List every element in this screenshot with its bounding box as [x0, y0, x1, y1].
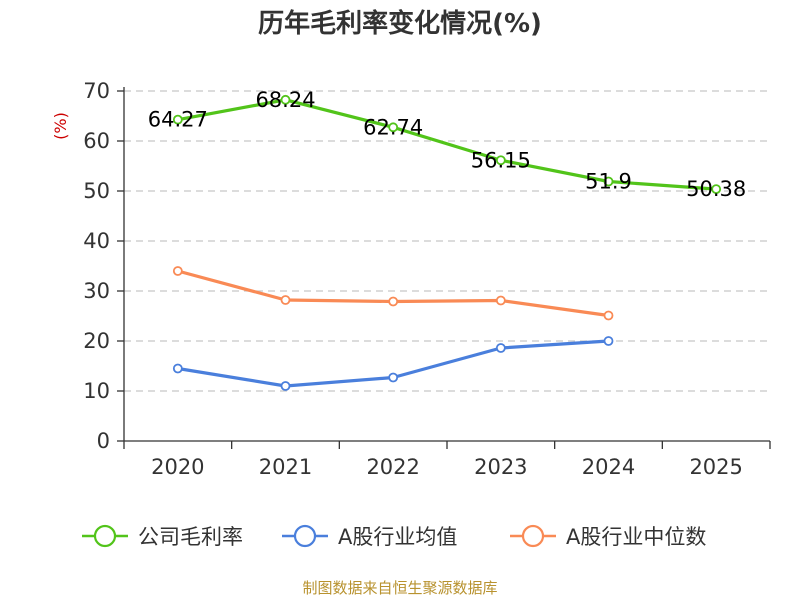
legend-marker	[521, 524, 545, 548]
x-tick-label: 2020	[151, 455, 204, 479]
x-axis-ticks: 2020 2021 2022 2023 2024 2025	[151, 455, 743, 479]
data-point[interactable]	[495, 343, 506, 353]
legend-marker	[293, 524, 317, 548]
data-point[interactable]	[388, 122, 399, 133]
data-label: 62.74	[363, 115, 423, 139]
y-tick-label: 50	[83, 179, 110, 203]
y-tick-label: 30	[83, 279, 110, 303]
legend-label: 公司毛利率	[138, 525, 243, 549]
series-3	[172, 266, 614, 321]
source-note: 制图数据来自恒生聚源数据库	[302, 579, 497, 597]
legend: 公司毛利率 A股行业均值 A股行业中位数	[82, 524, 706, 549]
legend-label: A股行业均值	[338, 525, 457, 549]
data-point[interactable]	[495, 295, 506, 306]
series-group	[172, 94, 722, 391]
x-tick-label: 2021	[259, 455, 312, 479]
x-tick-label: 2023	[474, 455, 527, 479]
legend-marker	[93, 524, 117, 548]
legend-item[interactable]: A股行业均值	[282, 524, 457, 549]
gridlines	[124, 90, 770, 392]
data-point[interactable]	[495, 155, 506, 166]
y-tick-label: 40	[83, 229, 110, 253]
data-label: 64.27	[148, 108, 208, 132]
y-tick-label: 70	[83, 79, 110, 103]
data-point[interactable]	[172, 114, 183, 125]
data-point[interactable]	[172, 363, 183, 374]
legend-item[interactable]: A股行业中位数	[510, 524, 706, 549]
data-point[interactable]	[172, 266, 183, 276]
data-labels: 64.27 68.24 62.74 56.15 51.9 50.38	[148, 88, 746, 201]
data-point[interactable]	[711, 184, 722, 195]
data-point[interactable]	[280, 94, 291, 105]
y-axis-ticks: 0 10 20 30 40 50 60 70	[83, 79, 110, 453]
legend-item[interactable]: 公司毛利率	[82, 524, 243, 549]
y-tick-label: 0	[97, 429, 110, 453]
series-line	[176, 269, 611, 318]
data-label: 51.9	[585, 170, 632, 194]
x-tick-label: 2025	[689, 455, 742, 479]
data-label: 56.15	[471, 148, 531, 172]
data-point[interactable]	[280, 381, 291, 391]
data-point[interactable]	[603, 176, 614, 187]
x-tick-label: 2024	[582, 455, 635, 479]
series-line	[176, 98, 718, 191]
data-point[interactable]	[388, 296, 399, 307]
y-axis-unit-label: (%)	[51, 112, 70, 140]
chart-title: 历年毛利率变化情况(%)	[258, 8, 542, 39]
data-point[interactable]	[603, 310, 614, 321]
axes	[117, 87, 771, 449]
x-tick-label: 2022	[366, 455, 419, 479]
data-point[interactable]	[280, 295, 291, 305]
data-label: 68.24	[255, 88, 315, 112]
legend-label: A股行业中位数	[566, 525, 706, 549]
y-tick-label: 60	[83, 129, 110, 153]
data-point[interactable]	[603, 336, 614, 346]
y-tick-label: 20	[83, 329, 110, 353]
series-2	[172, 336, 614, 391]
y-tick-label: 10	[83, 379, 110, 403]
series-1	[172, 94, 722, 195]
data-point[interactable]	[388, 372, 399, 383]
data-label: 50.38	[686, 177, 746, 201]
